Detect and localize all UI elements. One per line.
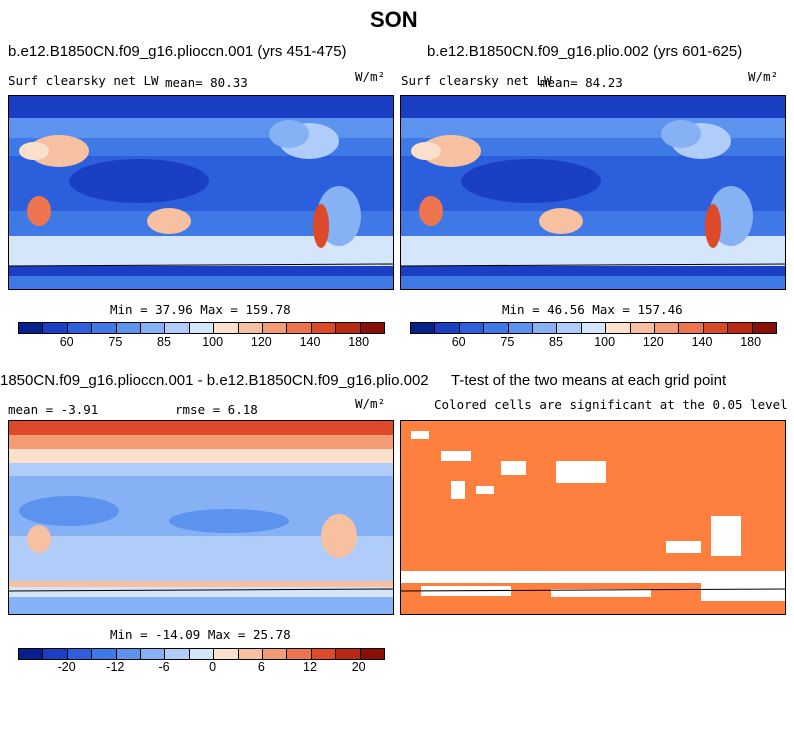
figure-title: SON [370, 7, 418, 32]
colorbar-swatch [606, 323, 631, 333]
colorbar-swatch [67, 649, 93, 659]
panel-a-mean: mean= 80.33 [165, 75, 248, 90]
colorbar-swatch [287, 323, 312, 333]
colorbar-swatch [214, 649, 239, 659]
colorbar-swatch [411, 323, 436, 333]
colorbar-tick-label: 60 [59, 335, 74, 349]
colorbar-swatch [19, 323, 44, 333]
colorbar-swatch [238, 649, 264, 659]
panel-a-title: b.e12.B1850CN.f09_g16.plioccn.001 (yrs 4… [8, 43, 347, 60]
panel-c-map [8, 420, 394, 615]
colorbar-tick-label: -20 [57, 660, 76, 674]
panel-c-title: 1850CN.f09_g16.plioccn.001 - b.e12.B1850… [0, 372, 429, 389]
colorbar-tick-label: 120 [250, 335, 272, 349]
panel-b-colorbar [410, 322, 777, 334]
panel-b-map [400, 95, 786, 290]
colorbar-swatch [189, 323, 215, 333]
colorbar-tick-label: 180 [740, 335, 762, 349]
panel-a-map [8, 95, 394, 290]
colorbar-swatch [263, 649, 288, 659]
colorbar-swatch [43, 649, 68, 659]
colorbar-swatch [92, 649, 117, 659]
colorbar-swatch [484, 323, 509, 333]
colorbar-tick-label: 85 [549, 335, 563, 349]
colorbar-tick-label: 180 [348, 335, 370, 349]
colorbar-tick-label: 60 [451, 335, 466, 349]
panel-a-minmax: Min = 37.96 Max = 159.78 [110, 302, 291, 317]
colorbar-swatch [165, 323, 190, 333]
panel-a-units: W/m² [355, 69, 386, 84]
colorbar-swatch [19, 649, 44, 659]
colorbar-tick-label: 140 [299, 335, 321, 349]
colorbar-swatch [459, 323, 485, 333]
colorbar-tick-label: 6 [257, 660, 265, 674]
panel-c-units: W/m² [355, 396, 386, 411]
panel-c-minmax: Min = -14.09 Max = 25.78 [110, 627, 291, 642]
colorbar-swatch [336, 649, 361, 659]
colorbar-swatch [287, 649, 312, 659]
panel-c-rmse: rmse = 6.18 [175, 402, 258, 417]
colorbar-tick-label: 140 [691, 335, 713, 349]
colorbar-tick-label: -12 [106, 660, 125, 674]
panel-b-title: b.e12.B1850CN.f09_g16.plio.002 (yrs 601-… [427, 43, 743, 60]
panel-b-minmax: Min = 46.56 Max = 157.46 [502, 302, 683, 317]
colorbar-swatch [165, 649, 190, 659]
colorbar-swatch [728, 323, 753, 333]
colorbar-swatch [508, 323, 534, 333]
panel-d-title: T-test of the two means at each grid poi… [451, 372, 727, 389]
colorbar-swatch [360, 649, 385, 659]
colorbar-tick-label: -6 [158, 660, 170, 674]
panel-a-colorbar [18, 322, 385, 334]
colorbar-swatch [630, 323, 656, 333]
colorbar-swatch [67, 323, 93, 333]
colorbar-tick-label: 100 [594, 335, 616, 349]
panel-d-subtitle: Colored cells are significant at the 0.0… [434, 397, 788, 412]
colorbar-swatch [116, 323, 142, 333]
colorbar-swatch [263, 323, 288, 333]
colorbar-tick-label: 0 [209, 660, 217, 674]
colorbar-swatch [141, 323, 166, 333]
colorbar-swatch [655, 323, 680, 333]
colorbar-swatch [311, 649, 337, 659]
colorbar-tick-label: 120 [642, 335, 664, 349]
colorbar-tick-label: 85 [157, 335, 171, 349]
colorbar-swatch [116, 649, 142, 659]
colorbar-swatch [557, 323, 582, 333]
colorbar-tick-label: 12 [303, 660, 317, 674]
colorbar-swatch [679, 323, 704, 333]
panel-c-colorbar [18, 648, 385, 660]
colorbar-swatch [703, 323, 729, 333]
colorbar-tick-label: 20 [351, 660, 366, 674]
colorbar-swatch [752, 323, 777, 333]
colorbar-swatch [92, 323, 117, 333]
colorbar-tick-label: 75 [108, 335, 123, 349]
panel-b-units: W/m² [748, 69, 779, 84]
panel-b-mean: mean= 84.23 [540, 75, 623, 90]
colorbar-swatch [533, 323, 558, 333]
colorbar-tick-label: 75 [500, 335, 515, 349]
colorbar-swatch [189, 649, 215, 659]
colorbar-swatch [311, 323, 337, 333]
colorbar-swatch [435, 323, 460, 333]
colorbar-swatch [238, 323, 264, 333]
panel-b-field-label: Surf clearsky net LW [401, 73, 552, 88]
colorbar-swatch [43, 323, 68, 333]
colorbar-tick-label: 100 [202, 335, 224, 349]
panel-a-field-label: Surf clearsky net LW [8, 73, 159, 88]
colorbar-swatch [141, 649, 166, 659]
colorbar-swatch [581, 323, 607, 333]
colorbar-swatch [214, 323, 239, 333]
colorbar-swatch [360, 323, 385, 333]
panel-c-mean: mean = -3.91 [8, 402, 99, 417]
panel-d-map [400, 420, 786, 615]
colorbar-swatch [336, 323, 361, 333]
